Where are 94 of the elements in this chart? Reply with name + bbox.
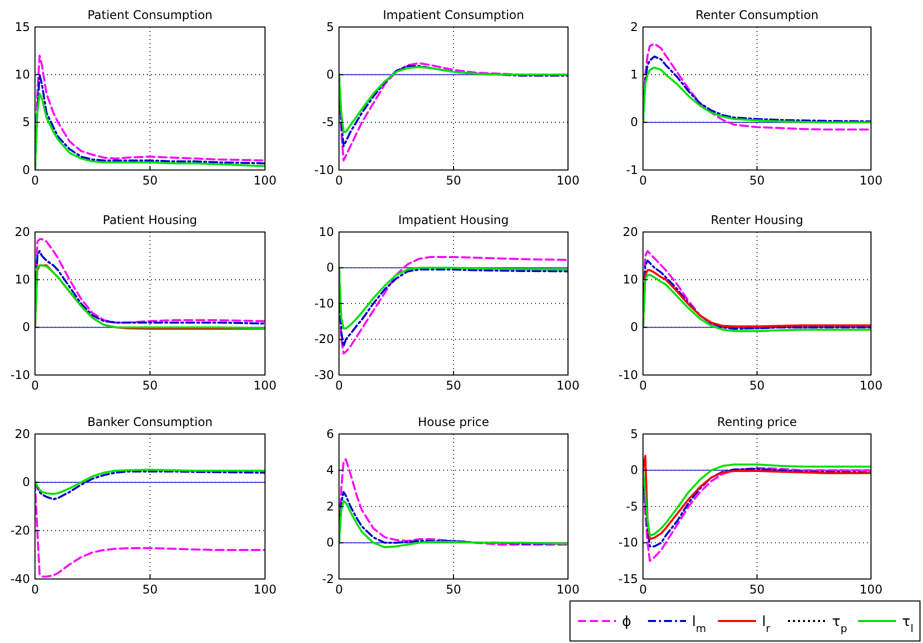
x-tick-label: 50 [446, 582, 462, 597]
chart-title: Impatient Consumption [382, 8, 524, 22]
y-tick-label: 0 [22, 320, 30, 334]
y-tick-label: 0 [630, 320, 638, 334]
y-tick-label: 0 [630, 115, 638, 130]
x-tick-label: 50 [749, 174, 765, 188]
line-series [643, 66, 871, 124]
x-tick-label: 50 [446, 378, 462, 393]
chart-title: Renting price [717, 415, 797, 429]
line-series [643, 42, 871, 130]
y-tick-label: 1 [630, 68, 638, 82]
y-tick-label: -40 [10, 572, 30, 586]
y-tick-label: -10 [314, 296, 334, 310]
legend-label: l$_{m}$ [692, 614, 706, 635]
chart-title: Impatient Housing [398, 213, 509, 227]
x-tick-label: 100 [860, 174, 882, 188]
y-tick-label: -20 [10, 524, 30, 538]
y-tick-label: -1 [626, 162, 638, 177]
chart-title: Renter Consumption [695, 8, 819, 22]
line-series [35, 468, 265, 495]
y-tick-label: 0 [630, 463, 638, 478]
y-tick-label: -10 [10, 368, 30, 382]
x-tick-label: 50 [749, 378, 765, 393]
y-tick-label: 20 [622, 224, 638, 239]
y-tick-label: -2 [322, 572, 334, 586]
x-tick-label: 50 [749, 582, 765, 597]
y-tick-label: 0 [22, 475, 30, 490]
y-tick-label: -15 [618, 572, 638, 586]
x-tick-label: 50 [446, 174, 462, 188]
x-tick-label: 100 [556, 378, 580, 393]
y-tick-label: -10 [618, 536, 638, 550]
x-tick-label: 100 [254, 582, 276, 597]
y-tick-label: 0 [326, 68, 334, 82]
x-tick-label: 100 [254, 378, 276, 393]
x-tick-label: 0 [335, 378, 343, 393]
y-tick-label: 6 [326, 426, 334, 441]
x-tick-label: 100 [254, 174, 276, 188]
line-series [339, 66, 568, 133]
line-series [643, 56, 871, 124]
y-tick-label: -5 [626, 499, 638, 514]
line-series [35, 470, 265, 500]
line-series [35, 92, 265, 170]
y-tick-label: 10 [318, 224, 334, 239]
legend-label: τ$_{l}$ [902, 614, 914, 635]
chart-title: House price [418, 415, 490, 429]
y-tick-label: 2 [326, 499, 334, 514]
y-tick-label: -10 [314, 162, 334, 177]
y-tick-label: 10 [622, 272, 638, 287]
y-tick-label: 5 [630, 426, 638, 441]
x-tick-label: 0 [31, 582, 39, 597]
x-tick-label: 100 [556, 582, 580, 597]
y-tick-label: 20 [14, 224, 30, 239]
y-tick-label: 20 [14, 426, 30, 441]
y-tick-label: 4 [326, 463, 334, 478]
legend-label: l$_{r}$ [762, 614, 771, 635]
x-tick-label: 0 [335, 582, 343, 597]
y-tick-label: 5 [326, 20, 334, 34]
line-series [339, 266, 568, 348]
x-tick-label: 0 [31, 174, 39, 188]
line-series [339, 458, 568, 546]
x-tick-label: 50 [142, 582, 158, 597]
line-series [643, 468, 871, 548]
y-tick-label: 10 [14, 272, 30, 287]
x-tick-label: 0 [335, 174, 343, 188]
y-tick-label: 5 [22, 115, 30, 130]
x-tick-label: 0 [639, 582, 647, 597]
y-tick-label: -30 [314, 368, 334, 382]
y-tick-label: -20 [314, 332, 334, 346]
x-tick-label: 100 [556, 174, 580, 188]
y-tick-label: 2 [630, 20, 638, 34]
line-series [339, 256, 568, 355]
y-tick-label: 10 [14, 68, 30, 82]
y-tick-label: -5 [322, 115, 334, 130]
x-tick-label: 50 [142, 174, 158, 188]
x-tick-label: 100 [860, 378, 882, 393]
y-tick-label: 0 [326, 260, 334, 275]
y-tick-label: 15 [14, 20, 30, 34]
chart-title: Renter Housing [710, 213, 804, 227]
x-tick-label: 0 [31, 378, 39, 393]
legend-label: ϕ [622, 614, 632, 630]
x-tick-label: 100 [860, 582, 882, 597]
y-tick-label: -10 [618, 368, 638, 382]
y-tick-label: 0 [22, 162, 30, 177]
x-tick-label: 0 [639, 378, 647, 393]
x-tick-label: 0 [639, 174, 647, 188]
chart-title: Patient Housing [102, 213, 198, 227]
x-tick-label: 50 [142, 378, 158, 393]
line-series [339, 500, 568, 548]
chart-title: Patient Consumption [87, 8, 213, 22]
chart-title: Banker Consumption [87, 415, 213, 429]
line-series [339, 266, 568, 330]
y-tick-label: 0 [326, 536, 334, 550]
line-series [643, 467, 871, 562]
legend-label: τ$_{p}$ [832, 614, 848, 635]
